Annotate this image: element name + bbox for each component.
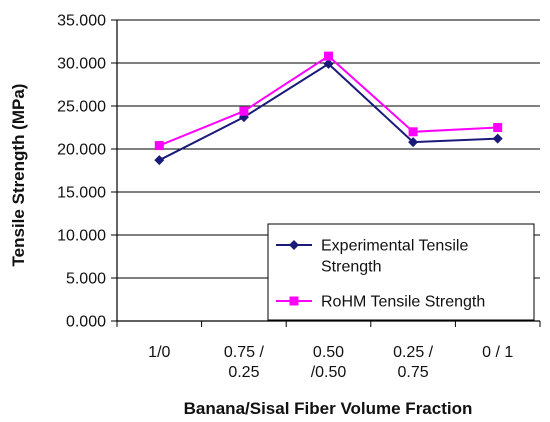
y-tick-label: 30.000	[57, 56, 106, 73]
legend-entry: RoHM Tensile Strength	[276, 294, 485, 311]
series-line	[158, 62, 498, 162]
data-point	[154, 155, 165, 166]
x-tick-label: 0.75 /0.25	[224, 344, 265, 381]
legend-box	[267, 223, 535, 321]
x-tick-label: 0.25 /0.75	[393, 344, 434, 381]
y-tick-labels: 0.000 5.000 10.000 15.000 20.000 25.000 30.000…	[57, 13, 106, 331]
y-tick-label: 35.000	[57, 13, 106, 30]
legend-marker	[289, 296, 299, 306]
legend: Experimental Tensile Strength RoHM Tensile…	[267, 223, 535, 321]
data-point	[239, 106, 249, 116]
legend-label: Experimental Tensile Strength	[321, 238, 468, 276]
x-axis-title: Banana/Sisal Fiber Volume Fraction	[184, 399, 473, 418]
data-point	[493, 123, 503, 132]
series-layer	[154, 51, 503, 166]
data-point	[154, 141, 164, 151]
y-tick-label: 5.000	[66, 271, 106, 288]
data-point	[323, 58, 334, 69]
axes	[111, 19, 541, 327]
data-point	[324, 51, 333, 61]
x-tick-label: 1/0	[148, 344, 170, 361]
legend-entry: Experimental Tensile Strength	[276, 238, 468, 276]
y-tick-label: 25.000	[57, 99, 106, 116]
series-line	[158, 54, 498, 147]
y-tick-label: 0.000	[66, 314, 106, 331]
y-axis-title: Tensile Strength (MPa)	[9, 84, 28, 267]
data-point	[408, 137, 419, 148]
data-point	[408, 127, 418, 137]
x-tick-label: 0.50/0.50	[311, 344, 347, 381]
x-tick-label: 0 / 1	[482, 344, 513, 361]
y-tick-label: 15.000	[57, 185, 106, 202]
data-point	[492, 133, 503, 144]
x-tick-labels: 1/0 0.75 /0.25 0.50/0.50 0.25 /0.75 0 / 1	[148, 344, 513, 381]
series-2	[154, 51, 503, 151]
legend-marker	[289, 240, 299, 250]
y-tick-label: 10.000	[57, 228, 106, 245]
y-tick-label: 20.000	[57, 142, 106, 159]
legend-label: RoHM Tensile Strength	[321, 294, 485, 311]
